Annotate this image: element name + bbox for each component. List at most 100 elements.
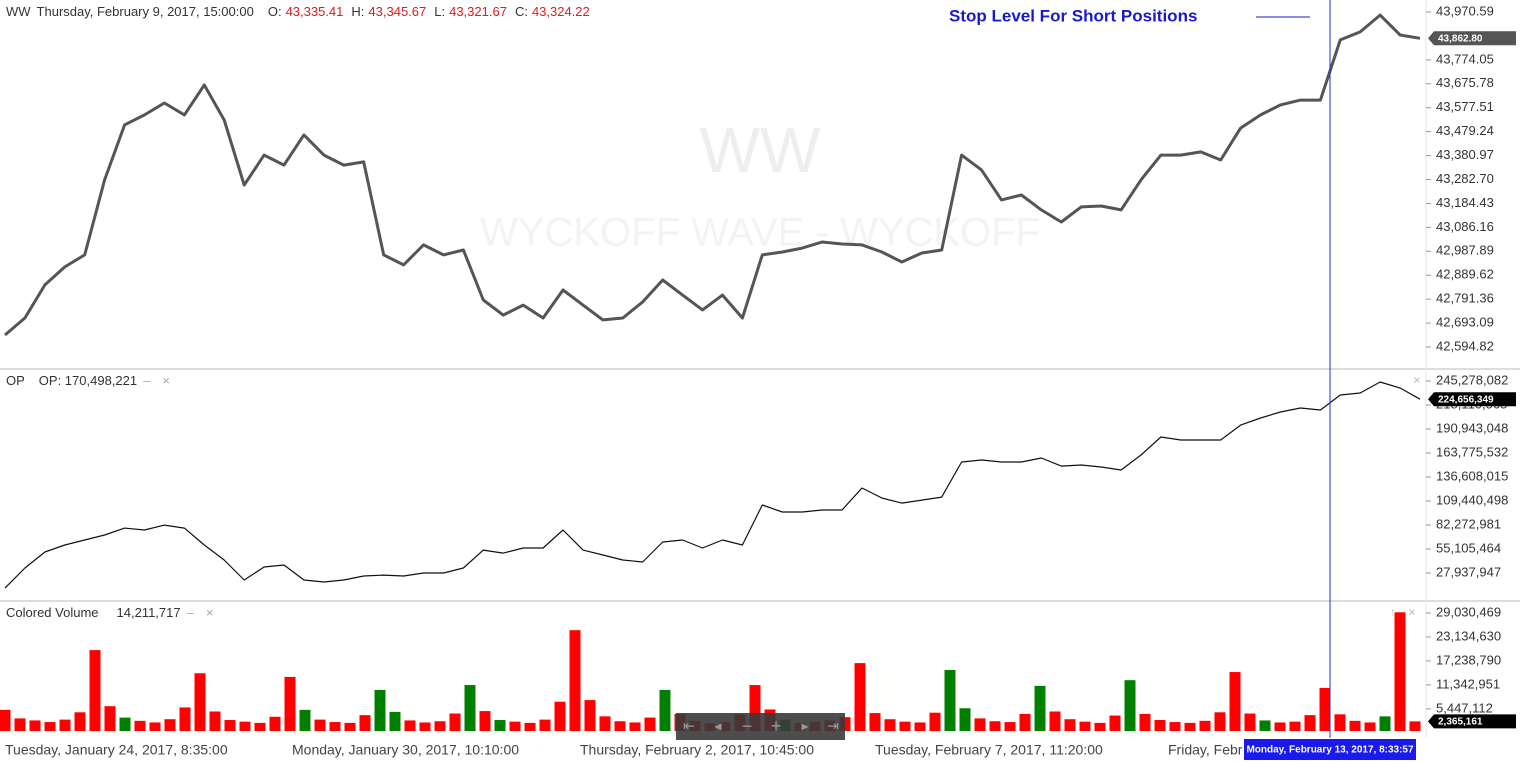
datetime: Thursday, February 9, 2017, 15:00:00 xyxy=(36,4,254,19)
y-tick-label: 43,184.43 xyxy=(1436,195,1494,210)
cursor-label: Monday, February 13, 2017, 8:33:57 xyxy=(1246,745,1414,756)
y-tick-label: 109,440,498 xyxy=(1436,492,1508,507)
volume-bar xyxy=(344,722,356,731)
last-button[interactable]: ⇥ xyxy=(827,718,839,734)
volume-bar xyxy=(1079,721,1091,731)
volume-bar xyxy=(1094,722,1106,731)
volume-bar xyxy=(1229,672,1241,731)
volume-bar xyxy=(509,721,521,731)
volume-bar xyxy=(1289,721,1301,731)
y-tick-label: 55,105,464 xyxy=(1436,540,1501,555)
volume-bar xyxy=(479,711,491,731)
minimize-icon[interactable]: – xyxy=(186,605,194,620)
panel-value: OP: 170,498,221 xyxy=(38,373,138,388)
x-tick-label: Tuesday, February 7, 2017, 11:20:00 xyxy=(875,742,1103,758)
last-value-tag xyxy=(1428,392,1516,407)
close-icon[interactable]: × xyxy=(162,373,170,388)
volume-bar xyxy=(359,715,371,731)
volume-bar xyxy=(269,716,281,731)
y-tick-label: 43,970.59 xyxy=(1436,3,1494,18)
ohlc-label: C: xyxy=(514,4,528,19)
y-tick-label: 42,791.36 xyxy=(1436,291,1494,306)
last-value-label: 43,862.80 xyxy=(1438,33,1483,44)
volume-bar xyxy=(1349,720,1361,731)
volume-bar xyxy=(0,709,11,731)
volume-bar xyxy=(1394,612,1406,731)
volume-bar xyxy=(644,717,656,731)
panel-title: Colored Volume xyxy=(6,605,99,620)
volume-bar xyxy=(149,722,161,731)
volume-bar xyxy=(44,722,56,731)
zoom-out-button[interactable]: − xyxy=(742,716,753,736)
close-icon[interactable]: × xyxy=(205,605,214,620)
ohlc-label: L: xyxy=(434,4,446,19)
volume-bar xyxy=(959,708,971,731)
volume-bar xyxy=(1364,722,1376,731)
watermark: WW xyxy=(700,114,821,186)
cursor-label-bg xyxy=(1244,739,1416,760)
zoom-in-button[interactable]: + xyxy=(771,716,782,736)
panel-title: OP xyxy=(6,373,25,388)
volume-bar xyxy=(584,700,596,731)
y-tick-label: 23,134,630 xyxy=(1436,628,1501,643)
y-tick-label: 43,675.78 xyxy=(1436,75,1494,90)
next-button[interactable]: ▸ xyxy=(801,718,808,734)
ohlc-value: 43,335.41 xyxy=(285,4,344,19)
volume-bar xyxy=(239,721,251,731)
y-tick-label: 43,282.70 xyxy=(1436,171,1494,186)
y-tick-label: 136,608,015 xyxy=(1436,468,1508,483)
y-tick-label: 42,693.09 xyxy=(1436,315,1494,330)
nav-toolbar: ⇤ ◂ − + ▸ ⇥ xyxy=(676,713,845,740)
y-tick-label: 11,342,951 xyxy=(1436,676,1500,691)
volume-bar xyxy=(1124,680,1136,731)
volume-bar xyxy=(944,670,956,731)
annotation: Stop Level For Short Positions xyxy=(949,6,1197,25)
y-tick-label: 43,479.24 xyxy=(1436,123,1494,138)
volume-bar xyxy=(1109,715,1121,731)
volume-bar xyxy=(329,722,341,731)
volume-bar xyxy=(884,719,896,731)
x-tick-label: Friday, Febr xyxy=(1168,742,1243,758)
volume-bar xyxy=(194,673,206,731)
volume-bar xyxy=(464,685,476,731)
volume-bar xyxy=(209,711,221,731)
volume-bar xyxy=(629,722,641,731)
price-header: WW Thursday, February 9, 2017, 15:00:00 … xyxy=(6,4,594,19)
first-button[interactable]: ⇤ xyxy=(683,718,695,734)
close-icon[interactable]: × xyxy=(1408,604,1416,619)
prev-button[interactable]: ◂ xyxy=(714,718,721,734)
volume-bar xyxy=(1049,711,1061,731)
last-value-label: 224,656,349 xyxy=(1438,394,1494,405)
volume-bar xyxy=(119,717,131,731)
data-line xyxy=(4,13,1421,337)
volume-bar xyxy=(899,721,911,731)
volume-bar xyxy=(1004,722,1016,731)
panel-value: 14,211,717 xyxy=(116,605,181,620)
volume-bar xyxy=(1244,713,1256,731)
y-tick-label: 42,987.89 xyxy=(1436,243,1494,258)
minimize-icon[interactable]: – xyxy=(143,373,151,388)
volume-bar xyxy=(1334,714,1346,731)
volume-bar xyxy=(314,719,326,731)
volume-bar xyxy=(854,663,866,731)
y-tick-label: 43,577.51 xyxy=(1436,99,1494,114)
volume-bar xyxy=(89,650,101,731)
volume-bar xyxy=(29,720,41,731)
close-icon[interactable]: × xyxy=(1413,372,1421,387)
volume-bar xyxy=(104,706,116,731)
volume-bar xyxy=(134,720,146,731)
y-tick-label: 42,889.62 xyxy=(1436,267,1494,282)
y-tick-label: 190,943,048 xyxy=(1436,420,1508,435)
move-up-icon[interactable]: ↑ xyxy=(1390,605,1396,619)
x-tick-label: Thursday, February 2, 2017, 10:45:00 xyxy=(580,742,814,758)
x-tick-label: Monday, January 30, 2017, 10:10:00 xyxy=(292,742,519,758)
volume-bar xyxy=(1319,687,1331,731)
volume-bar xyxy=(404,720,416,731)
volume-bar xyxy=(1169,722,1181,731)
volume-bar xyxy=(539,719,551,731)
volume-bar xyxy=(929,712,941,731)
volume-bar xyxy=(1304,715,1316,731)
data-line xyxy=(4,381,1421,589)
toolbar-bg xyxy=(676,713,845,740)
